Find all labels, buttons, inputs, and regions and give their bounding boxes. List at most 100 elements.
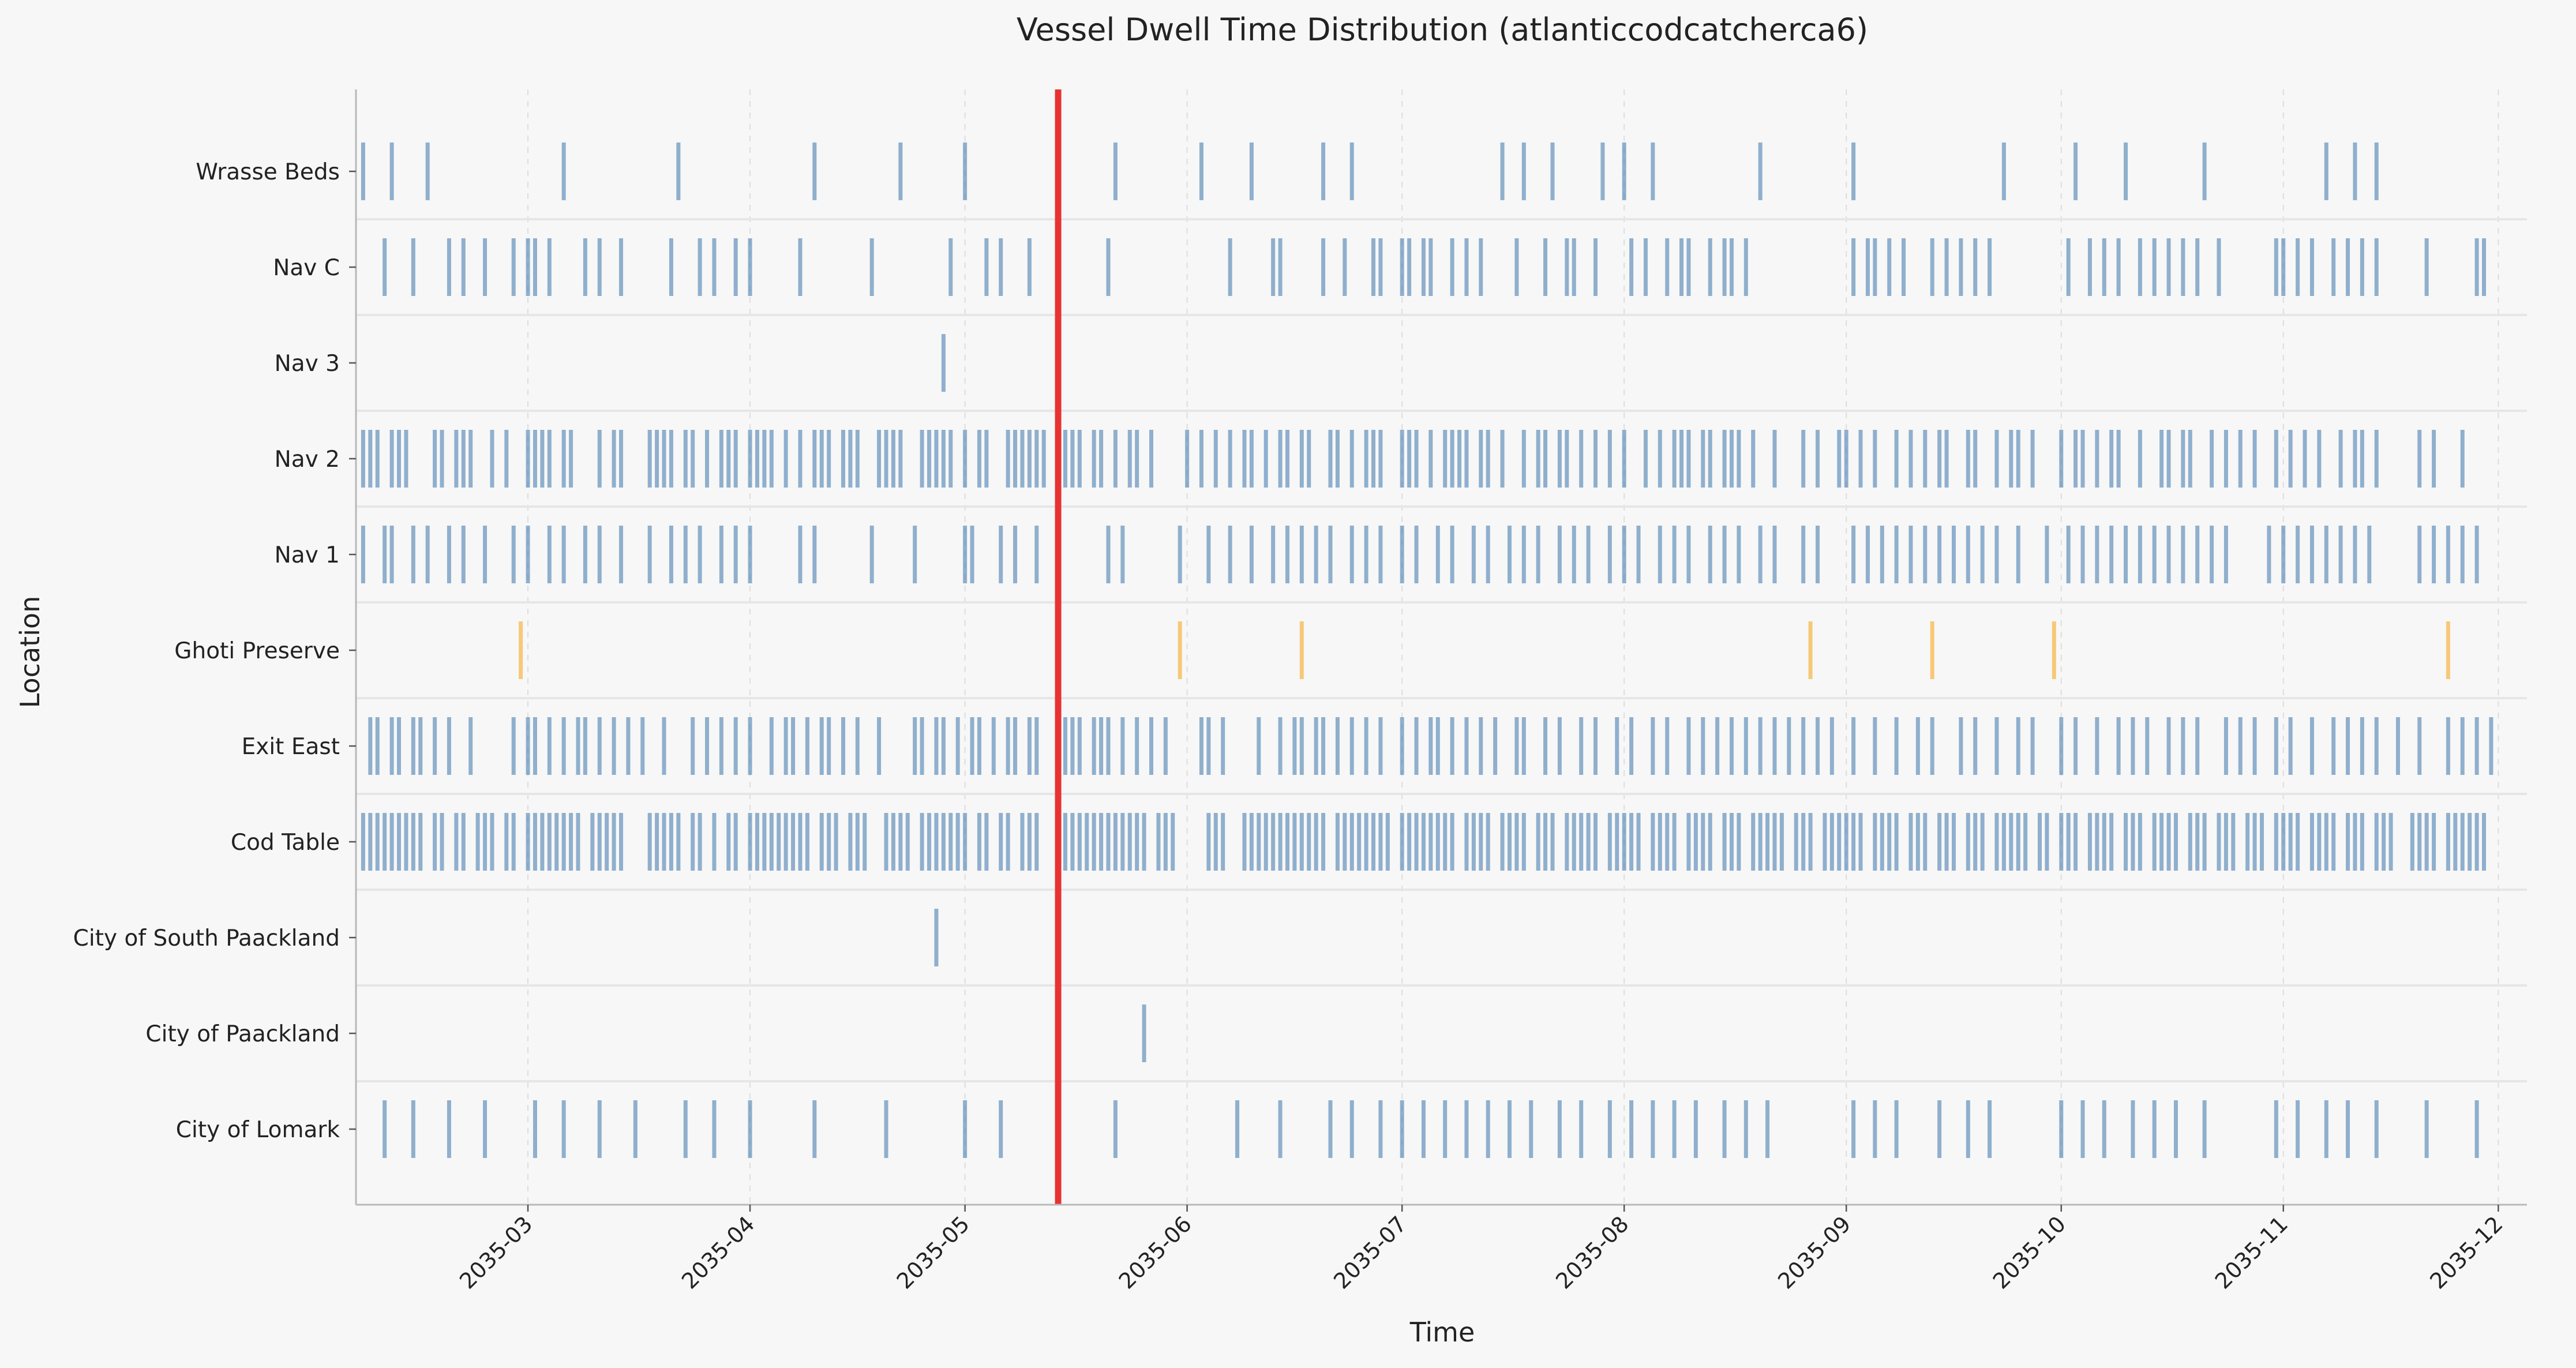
y-tick-label-nav-1: Nav 1 [275, 542, 340, 568]
event-mark-exit-east-22 [691, 717, 695, 775]
event-mark-cod-table-215 [2317, 813, 2322, 871]
event-mark-nav-2-23 [647, 430, 652, 488]
event-mark-nav-c-27 [1278, 238, 1283, 296]
event-mark-nav-1-68 [1772, 526, 1777, 583]
series-nav-3 [941, 334, 946, 392]
event-mark-cod-table-12 [454, 813, 459, 871]
event-mark-nav-2-119 [1751, 430, 1756, 488]
event-mark-nav-1-3 [389, 526, 394, 583]
event-mark-nav-c-13 [669, 238, 673, 296]
event-mark-exit-east-20 [640, 717, 645, 775]
event-mark-exit-east-35 [877, 717, 882, 775]
event-mark-nav-2-31 [726, 430, 731, 488]
event-mark-exit-east-133 [2474, 717, 2479, 775]
event-mark-nav-2-36 [769, 430, 774, 488]
event-mark-nav-2-123 [1837, 430, 1842, 488]
event-mark-exit-east-113 [2116, 717, 2121, 775]
event-mark-cod-table-157 [1779, 813, 1784, 871]
event-mark-nav-2-113 [1686, 430, 1691, 488]
event-mark-nav-c-57 [1902, 238, 1906, 296]
event-mark-nav-1-106 [2446, 526, 2450, 583]
event-mark-nav-c-14 [698, 238, 702, 296]
event-mark-cod-table-41 [733, 813, 738, 871]
event-mark-cod-table-85 [1135, 813, 1139, 871]
event-mark-cod-table-196 [2138, 813, 2142, 871]
event-mark-exit-east-89 [1686, 717, 1691, 775]
event-mark-cod-table-108 [1357, 813, 1362, 871]
event-mark-nav-2-98 [1486, 430, 1490, 488]
event-mark-wrasse-beds-16 [1550, 143, 1555, 200]
event-mark-nav-c-34 [1421, 238, 1426, 296]
event-mark-cod-table-147 [1693, 813, 1698, 871]
event-mark-nav-1-12 [561, 526, 566, 583]
event-mark-wrasse-beds-9 [1113, 143, 1118, 200]
event-mark-nav-2-122 [1816, 430, 1820, 488]
event-mark-nav-1-1 [361, 526, 365, 583]
event-mark-city-of-lomark-8 [633, 1100, 638, 1158]
event-mark-exit-east-102 [1894, 717, 1899, 775]
event-mark-nav-2-66 [1092, 430, 1096, 488]
event-mark-cod-table-19 [526, 813, 530, 871]
event-mark-nav-2-148 [2188, 430, 2192, 488]
events-layer [361, 143, 2493, 1158]
event-mark-cod-table-84 [1127, 813, 1132, 871]
event-mark-cod-table-57 [884, 813, 888, 871]
event-mark-nav-2-84 [1335, 430, 1340, 488]
event-mark-nav-2-2 [368, 430, 373, 488]
event-mark-exit-east-132 [2460, 717, 2465, 775]
event-mark-cod-table-9 [418, 813, 423, 871]
event-mark-cod-table-64 [941, 813, 946, 871]
event-mark-exit-east-51 [1092, 717, 1096, 775]
event-mark-nav-2-41 [827, 430, 831, 488]
event-mark-cod-table-127 [1514, 813, 1519, 871]
event-mark-city-of-lomark-31 [1607, 1100, 1612, 1158]
event-mark-exit-east-79 [1514, 717, 1519, 775]
event-mark-nav-1-48 [1435, 526, 1440, 583]
event-mark-exit-east-61 [1257, 717, 1261, 775]
event-mark-cod-table-218 [2346, 813, 2350, 871]
event-mark-nav-2-155 [2303, 430, 2307, 488]
event-mark-cod-table-76 [1070, 813, 1075, 871]
event-mark-nav-2-21 [612, 430, 616, 488]
event-mark-exit-east-40 [955, 717, 960, 775]
event-mark-cod-table-160 [1808, 813, 1813, 871]
event-mark-nav-1-57 [1586, 526, 1591, 583]
event-mark-wrasse-beds-19 [1651, 143, 1655, 200]
event-mark-nav-1-41 [1314, 526, 1318, 583]
event-mark-nav-c-61 [1973, 238, 1978, 296]
event-mark-nav-2-127 [1894, 430, 1899, 488]
event-mark-cod-table-208 [2252, 813, 2257, 871]
event-mark-exit-east-65 [1314, 717, 1318, 775]
event-mark-exit-east-92 [1729, 717, 1734, 775]
event-mark-cod-table-131 [1550, 813, 1555, 871]
event-mark-exit-east-4 [397, 717, 402, 775]
event-mark-exit-east-116 [2166, 717, 2171, 775]
event-mark-cod-table-25 [569, 813, 573, 871]
event-mark-nav-2-142 [2109, 430, 2114, 488]
event-mark-nav-c-50 [1722, 238, 1727, 296]
event-mark-city-of-lomark-41 [1894, 1100, 1899, 1158]
event-mark-nav-1-16 [647, 526, 652, 583]
series-city-of-paackland [1142, 1005, 1146, 1062]
event-mark-cod-table-205 [2223, 813, 2228, 871]
event-mark-nav-2-48 [898, 430, 903, 488]
event-mark-nav-2-132 [1966, 430, 1970, 488]
event-mark-nav-c-47 [1679, 238, 1684, 296]
event-mark-exit-east-60 [1221, 717, 1225, 775]
event-mark-cod-table-226 [2424, 813, 2429, 871]
event-mark-exit-east-80 [1521, 717, 1526, 775]
event-mark-cod-table-225 [2417, 813, 2422, 871]
event-mark-nav-2-83 [1328, 430, 1333, 488]
event-mark-city-of-lomark-48 [2131, 1100, 2135, 1158]
event-mark-nav-2-77 [1249, 430, 1254, 488]
event-mark-cod-table-95 [1257, 813, 1261, 871]
event-mark-cod-table-206 [2231, 813, 2236, 871]
event-mark-exit-east-126 [2346, 717, 2350, 775]
event-mark-wrasse-beds-23 [2073, 143, 2078, 200]
event-mark-nav-c-38 [1479, 238, 1483, 296]
event-mark-nav-c-40 [1543, 238, 1548, 296]
event-mark-city-of-lomark-12 [812, 1100, 817, 1158]
event-mark-cod-table-185 [2037, 813, 2042, 871]
event-mark-nav-1-13 [583, 526, 587, 583]
event-mark-cod-table-232 [2474, 813, 2479, 871]
